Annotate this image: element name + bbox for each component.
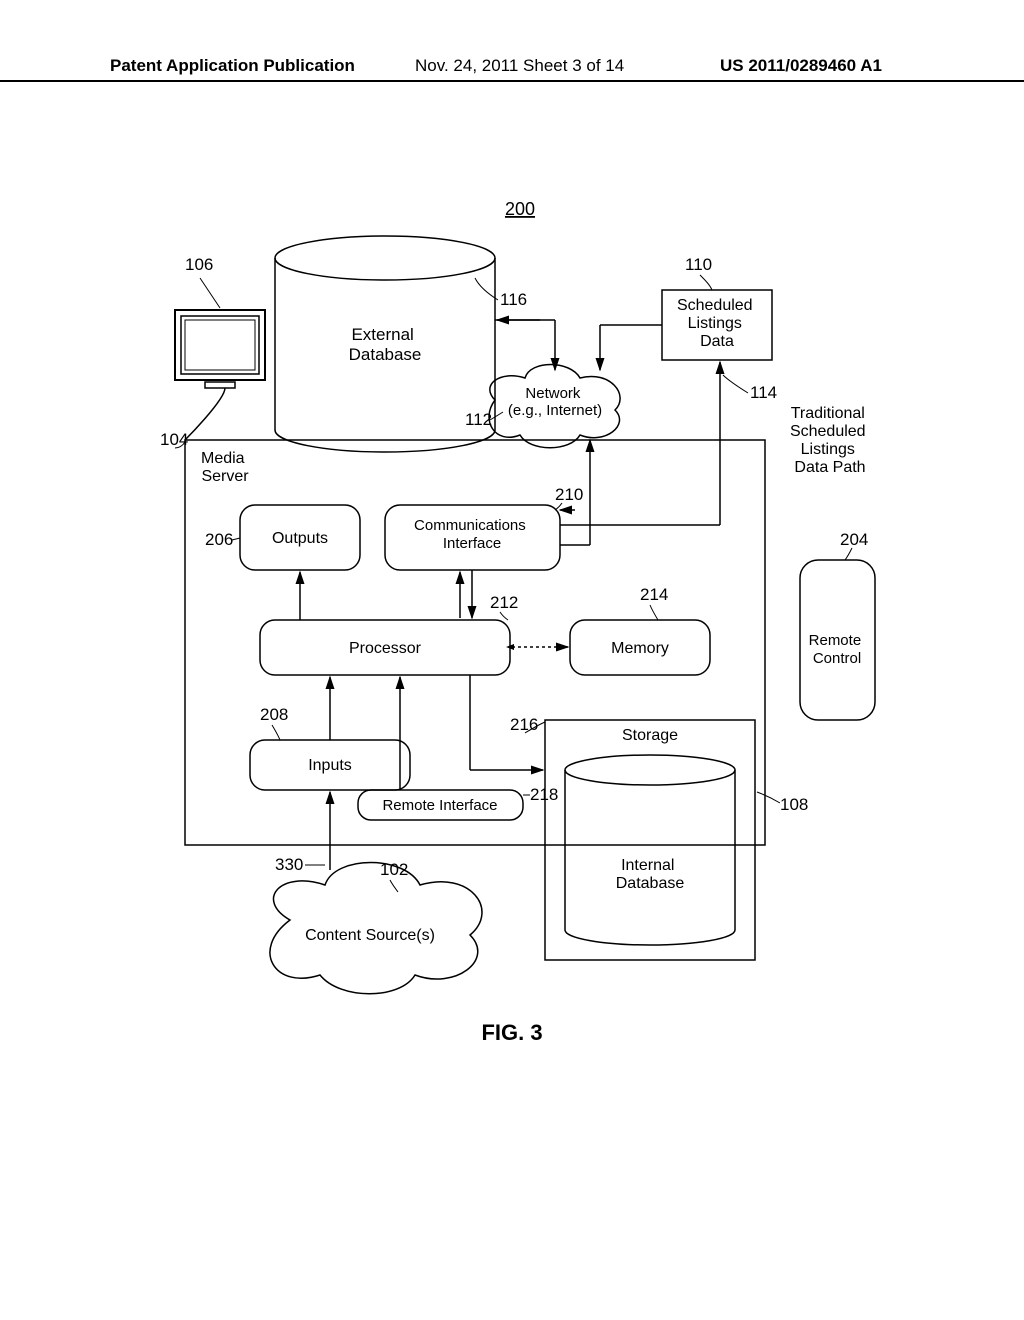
storage-node: Storage Internal Database (545, 720, 755, 960)
svg-text:Scheduled Listings: Scheduled Listings Data (677, 297, 757, 350)
outputs-node: Outputs (240, 505, 360, 570)
svg-text:Network (e.g., Interne: Network (e.g., Internet) (508, 385, 602, 419)
svg-text:Internal Database: Internal Database (616, 857, 685, 892)
svg-text:214: 214 (640, 585, 668, 604)
svg-text:330: 330 (275, 855, 303, 874)
scheduled-listings-node: Scheduled Listings Data (662, 290, 772, 360)
svg-text:Content Source(s): Content Source(s) (305, 927, 435, 944)
tv-icon (175, 310, 265, 388)
network-cloud-node: Network (e.g., Internet) (489, 365, 620, 448)
traditional-path-label: Traditional Scheduled Listings Data Path (790, 405, 870, 476)
svg-text:204: 204 (840, 530, 868, 549)
svg-text:212: 212 (490, 593, 518, 612)
remote-control-node: Remote Control (800, 560, 875, 720)
content-sources-node: Content Source(s) (270, 863, 482, 994)
diagram-svg: 200 External Database Scheduled Listings… (0, 0, 1024, 1320)
svg-text:Memory: Memory (611, 640, 669, 657)
inputs-node: Inputs (250, 740, 410, 790)
svg-text:Communications Interfa: Communications Interface (414, 517, 530, 552)
figure-ref: 200 (505, 199, 535, 219)
svg-text:210: 210 (555, 485, 583, 504)
svg-text:104: 104 (160, 430, 188, 449)
svg-text:Remote Interface: Remote Interface (382, 797, 497, 814)
svg-text:206: 206 (205, 530, 233, 549)
memory-node: Memory (570, 620, 710, 675)
svg-text:208: 208 (260, 705, 288, 724)
svg-text:Inputs: Inputs (308, 757, 352, 774)
svg-text:Processor: Processor (349, 640, 422, 657)
svg-text:108: 108 (780, 795, 808, 814)
external-database-label: External Database (349, 325, 422, 364)
svg-text:Storage: Storage (622, 727, 678, 744)
comm-interface-node: Communications Interface (385, 505, 560, 570)
svg-text:106: 106 (185, 255, 213, 274)
svg-text:218: 218 (530, 785, 558, 804)
media-server-label: Media Server (201, 450, 249, 485)
page: Patent Application Publication Nov. 24, … (0, 0, 1024, 1320)
svg-text:116: 116 (500, 290, 527, 309)
processor-node: Processor (260, 620, 510, 675)
svg-text:114: 114 (750, 383, 777, 402)
svg-text:Remote Control: Remote Control (809, 632, 866, 667)
svg-text:Outputs: Outputs (272, 530, 328, 547)
svg-text:216: 216 (510, 715, 538, 734)
remote-interface-node: Remote Interface (358, 790, 523, 820)
svg-text:110: 110 (685, 255, 712, 274)
svg-text:112: 112 (465, 410, 492, 429)
external-database-node: External Database (275, 236, 495, 452)
svg-text:102: 102 (380, 860, 408, 879)
figure-caption: FIG. 3 (481, 1020, 542, 1045)
